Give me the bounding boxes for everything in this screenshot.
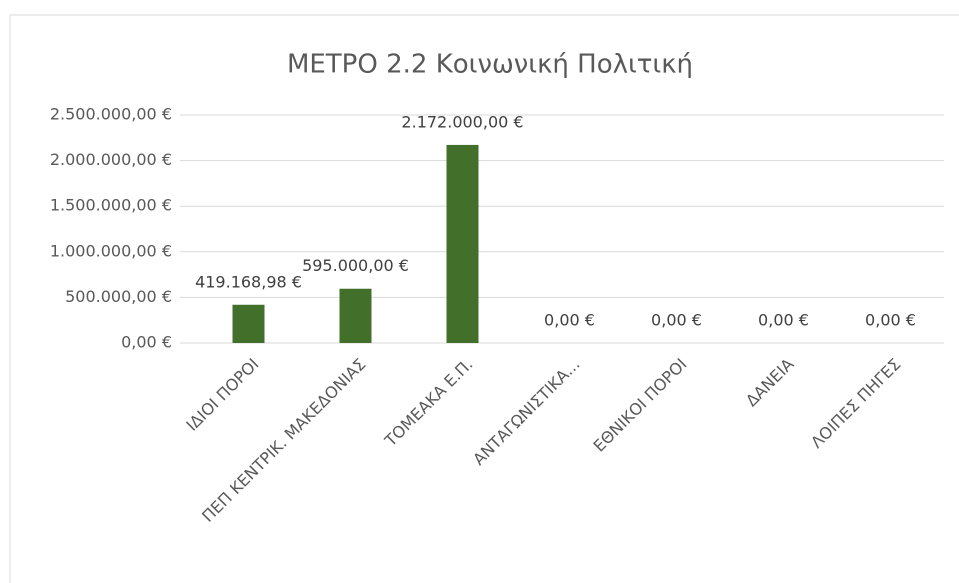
y-tick-label: 2.000.000,00 € bbox=[50, 150, 172, 169]
data-label: 419.168,98 € bbox=[195, 272, 302, 291]
data-label: 0,00 € bbox=[544, 311, 595, 330]
data-label: 2.172.000,00 € bbox=[401, 112, 523, 131]
data-label: 0,00 € bbox=[651, 311, 702, 330]
y-tick-label: 0,00 € bbox=[121, 333, 172, 352]
chart-title: ΜΕΤΡΟ 2.2 Κοινωνική Πολιτική bbox=[287, 50, 693, 80]
data-label: 0,00 € bbox=[865, 311, 916, 330]
y-tick-label: 1.000.000,00 € bbox=[50, 241, 172, 260]
bar bbox=[339, 288, 372, 343]
y-tick-label: 2.500.000,00 € bbox=[50, 105, 172, 124]
bar bbox=[446, 144, 479, 343]
data-label: 595.000,00 € bbox=[302, 256, 409, 275]
data-label: 0,00 € bbox=[758, 311, 809, 330]
y-tick-label: 1.500.000,00 € bbox=[50, 196, 172, 215]
y-tick-label: 500.000,00 € bbox=[65, 287, 172, 306]
bar bbox=[232, 304, 265, 343]
